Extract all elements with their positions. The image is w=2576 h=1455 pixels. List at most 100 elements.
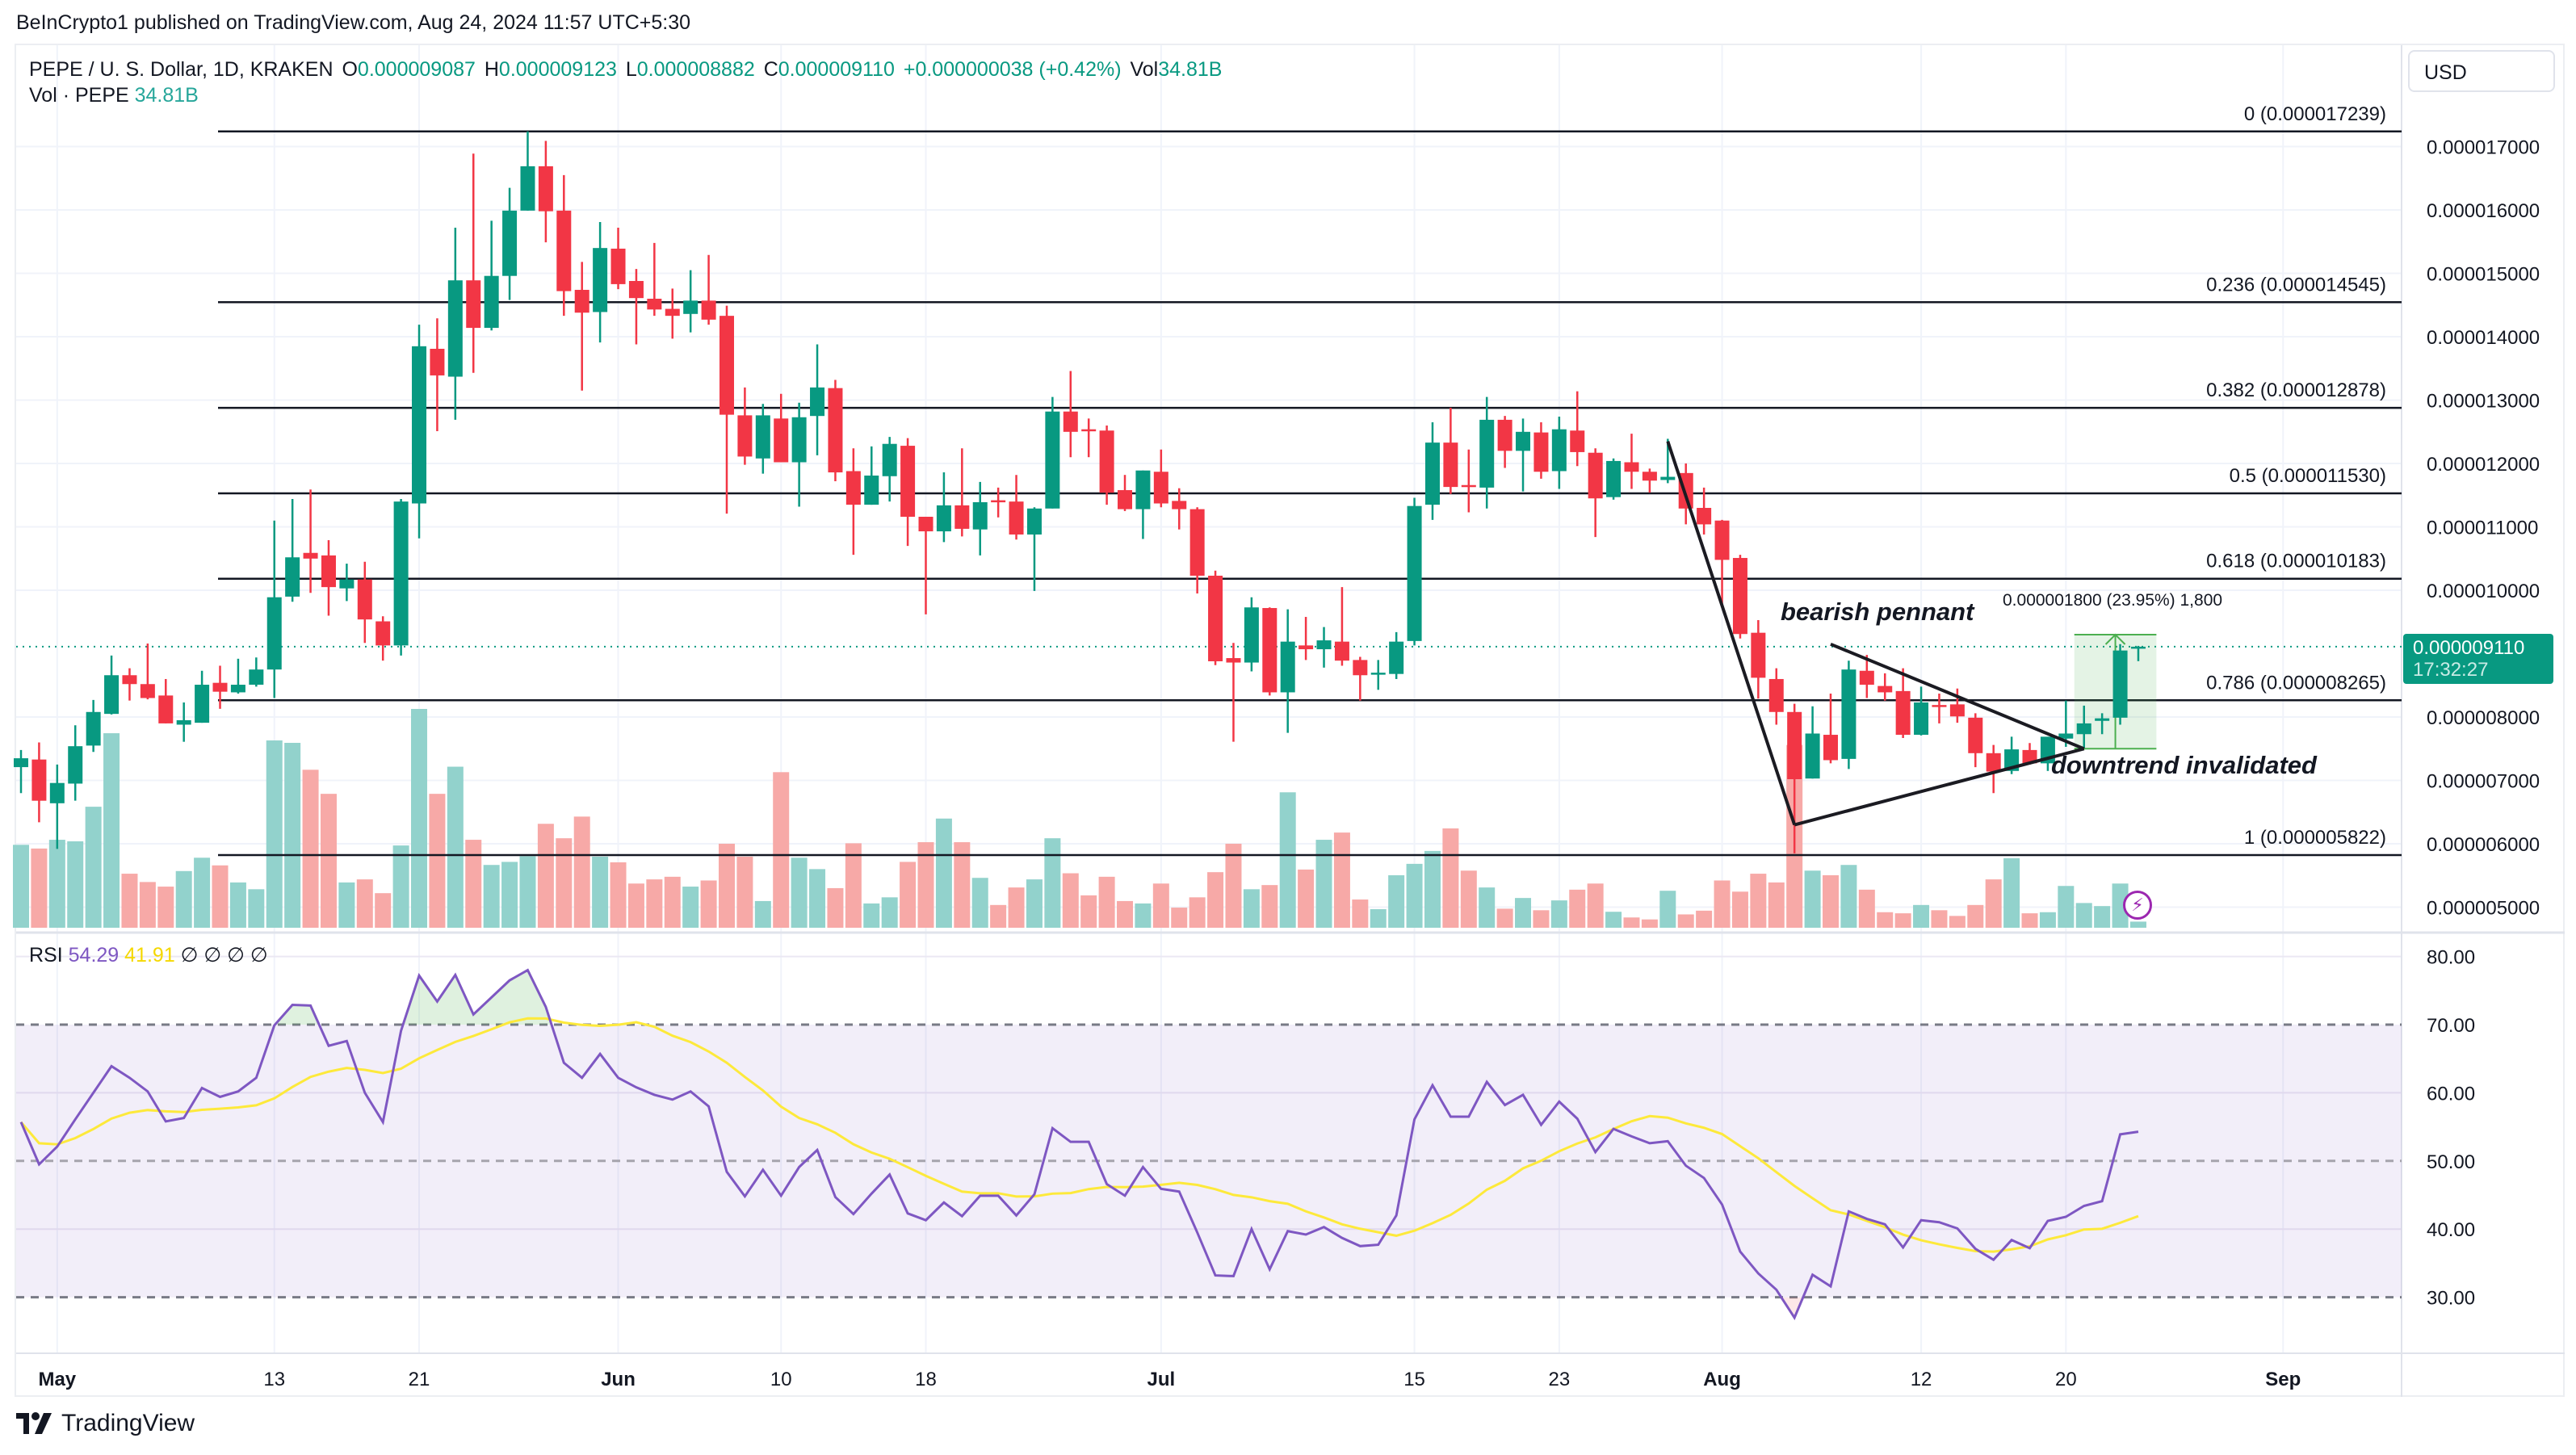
candle bbox=[1732, 555, 1747, 639]
currency-button[interactable]: USD bbox=[2408, 50, 2555, 92]
candle-body bbox=[1551, 429, 1567, 472]
volume-bar bbox=[1243, 889, 1260, 928]
candle bbox=[1009, 475, 1024, 540]
volume-bar bbox=[284, 743, 301, 928]
candle-body bbox=[791, 417, 807, 463]
candle bbox=[1479, 396, 1495, 509]
symbol-title[interactable]: PEPE / U. S. Dollar, 1D, KRAKEN bbox=[29, 58, 334, 81]
candle-body bbox=[1316, 640, 1332, 650]
volume-bar bbox=[1750, 874, 1767, 928]
candle bbox=[375, 616, 391, 661]
volume-bar bbox=[1569, 889, 1586, 928]
volume-bar bbox=[1823, 874, 1839, 928]
rsi-label: RSI bbox=[29, 944, 63, 967]
candle-body bbox=[828, 388, 843, 473]
candle bbox=[882, 437, 897, 502]
candle-body bbox=[321, 555, 336, 588]
volume-bar bbox=[2129, 921, 2146, 928]
candle-body bbox=[1407, 505, 1422, 641]
volume-bar bbox=[1026, 879, 1043, 928]
volume-bar bbox=[1117, 900, 1134, 928]
candle bbox=[86, 699, 101, 753]
volume-bar bbox=[791, 857, 808, 928]
rsi-legend[interactable]: RSI 54.29 41.91 ∅ ∅ ∅ ∅ bbox=[29, 943, 268, 967]
candle-body bbox=[1859, 670, 1874, 686]
candle-body bbox=[1424, 442, 1440, 505]
lightning-icon[interactable]: ⚡ bbox=[2123, 891, 2152, 920]
candle-body bbox=[430, 348, 445, 375]
candle bbox=[1516, 418, 1531, 492]
volume-bar bbox=[610, 862, 627, 928]
volume-legend[interactable]: Vol · PEPE 34.81B bbox=[29, 84, 199, 107]
candle bbox=[1841, 660, 1856, 769]
candle bbox=[647, 242, 662, 317]
candle bbox=[774, 393, 789, 463]
candle bbox=[538, 140, 553, 243]
fib-level-label: 0.382 (0.000012878) bbox=[2206, 379, 2386, 401]
candle bbox=[1172, 488, 1187, 530]
candle bbox=[1045, 396, 1060, 509]
volume-bar bbox=[1098, 876, 1115, 928]
volume-bar bbox=[85, 807, 102, 928]
candle bbox=[502, 187, 518, 300]
volume-bar bbox=[592, 856, 609, 928]
candle-body bbox=[1787, 711, 1802, 779]
candle bbox=[1877, 673, 1893, 701]
candle-body bbox=[774, 418, 789, 463]
volume-bar bbox=[465, 840, 482, 928]
trendline-pennant-upper bbox=[1830, 642, 2085, 751]
candle bbox=[719, 305, 734, 514]
volume-bar bbox=[519, 856, 536, 928]
price-axis-label: 0.000015000 bbox=[2427, 264, 2540, 286]
candle bbox=[1244, 597, 1259, 672]
bearish-pennant-label: bearish pennant bbox=[1781, 598, 1974, 626]
volume-bar bbox=[1931, 910, 1948, 928]
volume-bar bbox=[1587, 883, 1604, 928]
candle bbox=[972, 481, 988, 556]
candle bbox=[1895, 668, 1911, 738]
candle bbox=[1280, 609, 1295, 733]
time-axis-label: 10 bbox=[770, 1369, 792, 1390]
candle-body bbox=[1189, 509, 1205, 577]
candle-body bbox=[339, 579, 355, 589]
candle bbox=[122, 668, 137, 701]
volume-bar bbox=[1279, 792, 1296, 928]
candle bbox=[49, 764, 65, 849]
price-axis-label: 0.000013000 bbox=[2427, 391, 2540, 413]
candle-body bbox=[719, 316, 734, 415]
volume-bar bbox=[1080, 895, 1097, 928]
fib-level-label: 0.5 (0.000011530) bbox=[2230, 465, 2386, 487]
volume-bar bbox=[900, 862, 917, 928]
time-axis-label: 23 bbox=[1548, 1369, 1570, 1390]
vol-value: 34.81B bbox=[1158, 58, 1223, 81]
candle-body bbox=[1099, 430, 1114, 493]
candle bbox=[1823, 694, 1838, 764]
volume-bar bbox=[248, 889, 265, 928]
candle-body bbox=[1516, 431, 1531, 451]
candle bbox=[828, 379, 843, 482]
candle-body bbox=[104, 675, 120, 715]
candle-body bbox=[68, 746, 83, 784]
candle bbox=[466, 153, 481, 373]
candle bbox=[936, 472, 951, 543]
volume-bar bbox=[31, 848, 48, 928]
price-axis-label: 0.000008000 bbox=[2427, 707, 2540, 729]
candle bbox=[1751, 619, 1766, 699]
candle-body bbox=[665, 308, 680, 317]
candle-body bbox=[1533, 432, 1549, 472]
candle bbox=[321, 540, 336, 616]
volume-bar bbox=[990, 904, 1007, 928]
candle bbox=[737, 387, 753, 465]
volume-bar bbox=[1894, 913, 1911, 928]
candle-body bbox=[1588, 452, 1603, 499]
price-axis-label: 0.000007000 bbox=[2427, 771, 2540, 793]
candle bbox=[556, 174, 572, 317]
candle-body bbox=[2095, 718, 2110, 721]
volume-bar bbox=[1460, 870, 1477, 928]
price-axis-label: 0.000005000 bbox=[2427, 898, 2540, 920]
volume-bar bbox=[266, 740, 283, 928]
tradingview-logo[interactable]: TradingView bbox=[16, 1410, 195, 1437]
volume-bar bbox=[1804, 870, 1821, 928]
volume-bar bbox=[229, 882, 246, 928]
